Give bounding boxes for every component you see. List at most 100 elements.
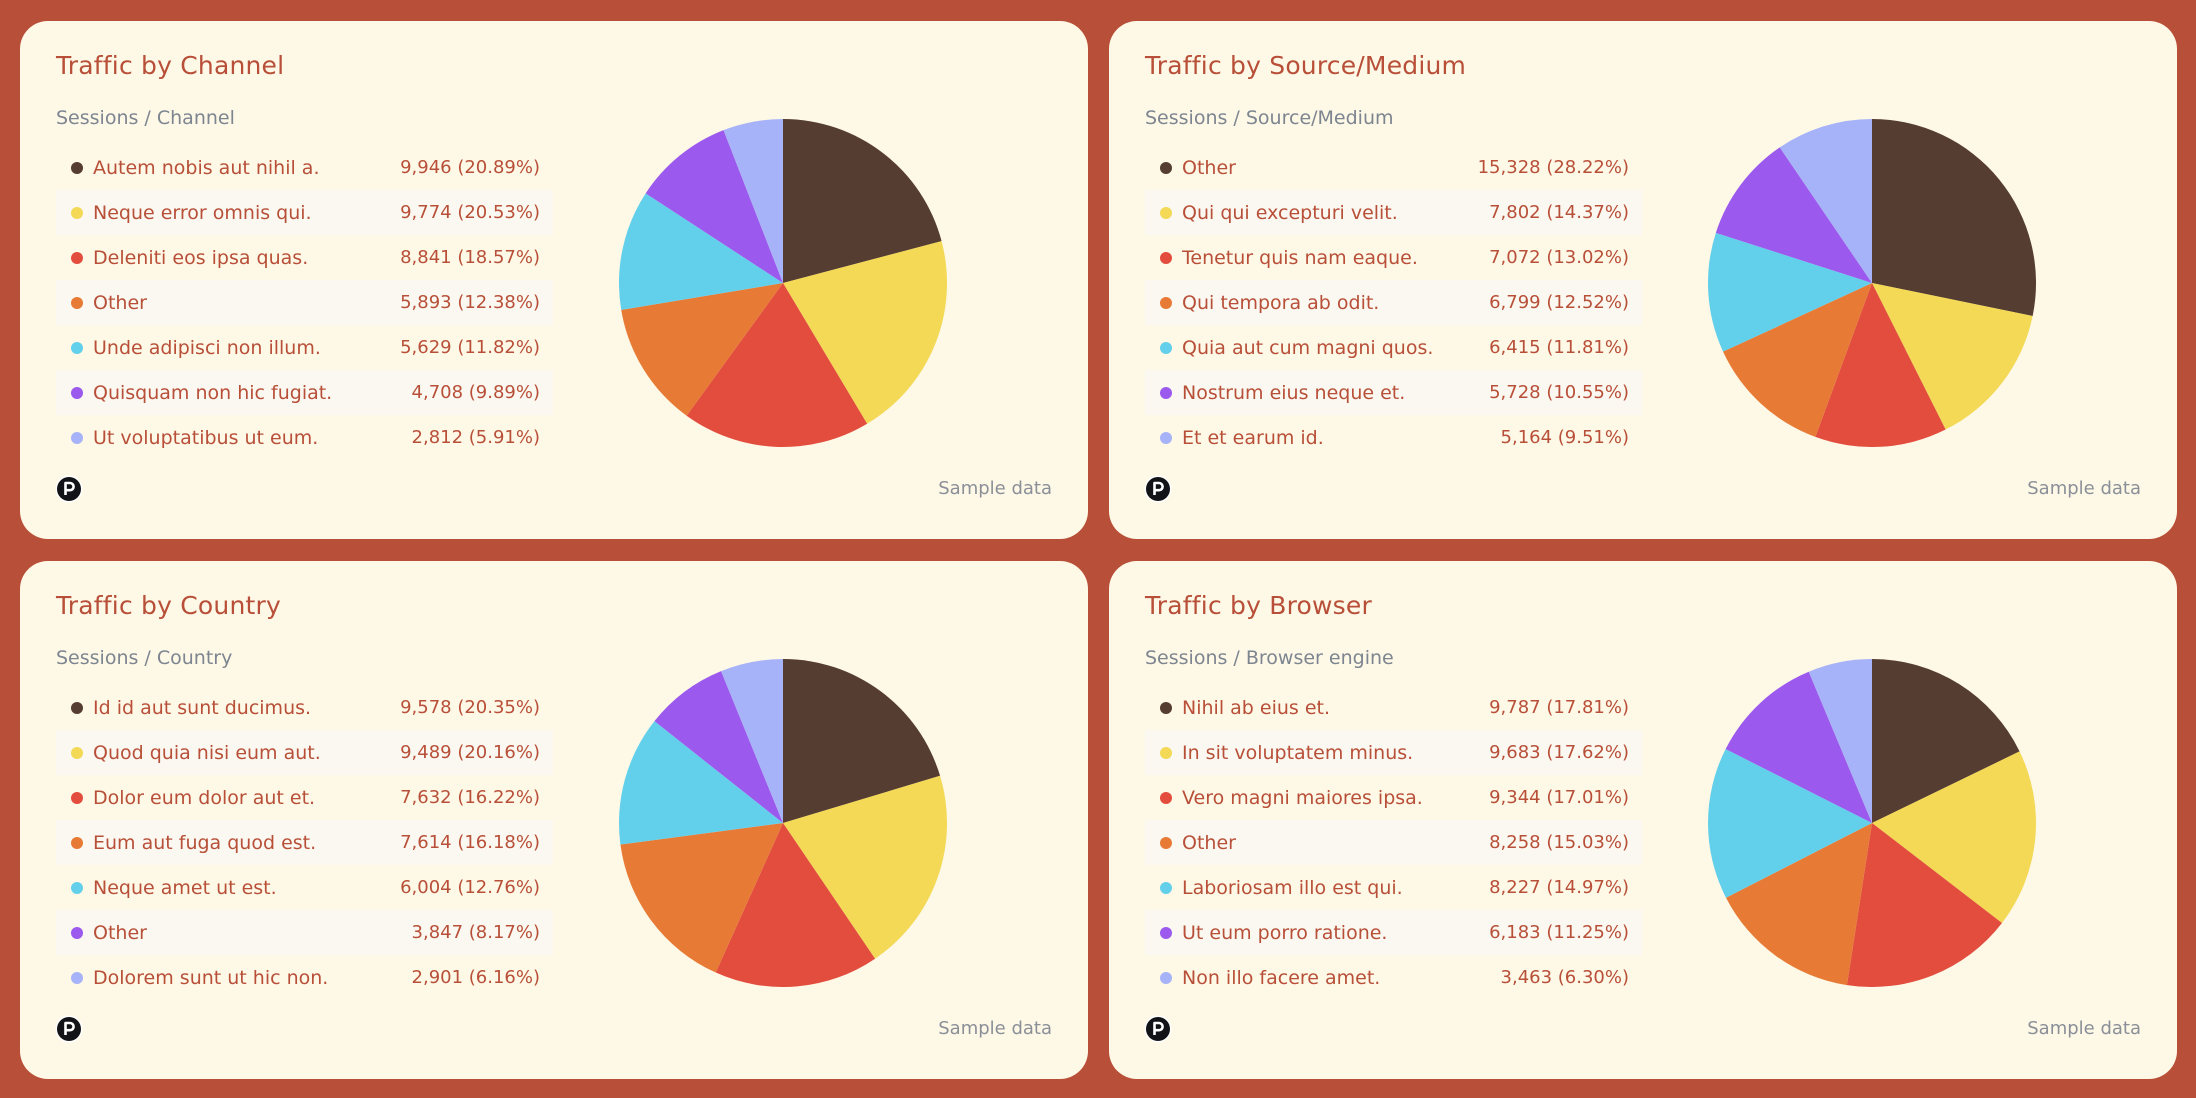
card-title: Traffic by Source/Medium — [1145, 51, 1467, 80]
pie-slice[interactable] — [783, 241, 947, 424]
legend-color-dot-icon — [71, 431, 83, 444]
legend-value: 7,802 (14.37%) — [1489, 202, 1629, 223]
legend-row[interactable]: Other 3,847 (8.17%) — [56, 910, 553, 955]
legend-value: 9,787 (17.81%) — [1489, 697, 1629, 718]
pie-slice[interactable] — [1872, 659, 2020, 823]
card-title: Traffic by Browser — [1145, 591, 1372, 620]
legend-value: 5,164 (9.51%) — [1500, 427, 1629, 448]
legend-label: Quod quia nisi eum aut. — [93, 741, 321, 764]
legend-row[interactable]: Other 15,328 (28.22%) — [1145, 145, 1642, 190]
legend-row[interactable]: Qui qui excepturi velit. 7,802 (14.37%) — [1145, 190, 1642, 235]
legend-row[interactable]: Nostrum eius neque et. 5,728 (10.55%) — [1145, 370, 1642, 415]
pie-slice[interactable] — [783, 775, 947, 959]
card-subtitle: Sessions / Country — [56, 647, 233, 669]
legend-table: Other 15,328 (28.22%) Qui qui excepturi … — [1145, 145, 1642, 460]
legend-value: 5,728 (10.55%) — [1489, 382, 1629, 403]
legend-label: Dolor eum dolor aut et. — [93, 786, 316, 809]
pie-slice[interactable] — [1708, 749, 1872, 898]
pie-slice[interactable] — [1715, 147, 1872, 283]
sample-data-note: Sample data — [938, 1018, 1052, 1039]
pie-slice[interactable] — [1723, 283, 1872, 437]
legend-label: Nihil ab eius et. — [1182, 696, 1331, 719]
legend-table: Nihil ab eius et. 9,787 (17.81%) In sit … — [1145, 685, 1642, 1000]
pie-slice[interactable] — [619, 193, 783, 310]
legend-row[interactable]: Eum aut fuga quod est. 7,614 (16.18%) — [56, 820, 553, 865]
legend-value: 9,489 (20.16%) — [400, 742, 540, 763]
card-subtitle: Sessions / Browser engine — [1145, 647, 1394, 669]
legend-row[interactable]: Non illo facere amet. 3,463 (6.30%) — [1145, 955, 1642, 1000]
card-traffic-by-browser: Traffic by Browser Sessions / Browser eng… — [1109, 561, 2177, 1079]
p-logo-icon[interactable] — [1144, 1015, 1172, 1043]
legend-value: 5,629 (11.82%) — [400, 337, 540, 358]
pie-slice[interactable] — [645, 130, 783, 283]
legend-label: Non illo facere amet. — [1182, 966, 1381, 989]
legend-color-dot-icon — [1160, 341, 1172, 354]
pie-slice[interactable] — [1725, 671, 1872, 823]
pie-slice[interactable] — [1872, 751, 2036, 923]
pie-slice[interactable] — [1846, 823, 2002, 987]
legend-row[interactable]: Ut eum porro ratione. 6,183 (11.25%) — [1145, 910, 1642, 955]
legend-value: 3,847 (8.17%) — [411, 922, 540, 943]
legend-value: 2,901 (6.16%) — [411, 967, 540, 988]
pie-slice[interactable] — [783, 659, 941, 823]
legend-row[interactable]: Neque error omnis qui. 9,774 (20.53%) — [56, 190, 553, 235]
pie-slice[interactable] — [621, 283, 783, 416]
p-logo-icon[interactable] — [55, 1015, 83, 1043]
legend-row[interactable]: In sit voluptatem minus. 9,683 (17.62%) — [1145, 730, 1642, 775]
legend-row[interactable]: Nihil ab eius et. 9,787 (17.81%) — [1145, 685, 1642, 730]
legend-table: Autem nobis aut nihil a. 9,946 (20.89%) … — [56, 145, 553, 460]
legend-row[interactable]: Quia aut cum magni quos. 6,415 (11.81%) — [1145, 325, 1642, 370]
legend-row[interactable]: Ut voluptatibus ut eum. 2,812 (5.91%) — [56, 415, 553, 460]
legend-row[interactable]: Laboriosam illo est qui. 8,227 (14.97%) — [1145, 865, 1642, 910]
legend-row[interactable]: Tenetur quis nam eaque. 7,072 (13.02%) — [1145, 235, 1642, 280]
legend-color-dot-icon — [1160, 386, 1172, 399]
card-traffic-by-source-medium: Traffic by Source/Medium Sessions / Sourc… — [1109, 21, 2177, 539]
pie-slice[interactable] — [1815, 283, 1946, 447]
legend-row[interactable]: Other 8,258 (15.03%) — [1145, 820, 1642, 865]
legend-label: Other — [93, 291, 147, 314]
pie-slice[interactable] — [1808, 659, 1872, 823]
legend-value: 9,946 (20.89%) — [400, 157, 540, 178]
pie-slice[interactable] — [1872, 119, 2036, 316]
pie-slice[interactable] — [1872, 283, 2033, 430]
legend-row[interactable]: Deleniti eos ipsa quas. 8,841 (18.57%) — [56, 235, 553, 280]
pie-slice[interactable] — [620, 823, 783, 973]
legend-row[interactable]: Quod quia nisi eum aut. 9,489 (20.16%) — [56, 730, 553, 775]
pie-slice[interactable] — [1779, 119, 1872, 283]
legend-row[interactable]: Dolorem sunt ut hic non. 2,901 (6.16%) — [56, 955, 553, 1000]
legend-row[interactable]: Vero magni maiores ipsa. 9,344 (17.01%) — [1145, 775, 1642, 820]
legend-row[interactable]: Dolor eum dolor aut et. 7,632 (16.22%) — [56, 775, 553, 820]
legend-row[interactable]: Id id aut sunt ducimus. 9,578 (20.35%) — [56, 685, 553, 730]
pie-slice[interactable] — [783, 119, 942, 283]
pie-slice[interactable] — [1726, 823, 1872, 986]
p-logo-icon[interactable] — [1144, 475, 1172, 503]
legend-label: Quisquam non hic fugiat. — [93, 381, 333, 404]
card-title: Traffic by Channel — [56, 51, 285, 80]
legend-color-dot-icon — [1160, 251, 1172, 264]
pie-slice[interactable] — [721, 659, 783, 823]
pie-slice[interactable] — [686, 283, 868, 447]
legend-label: Neque amet ut est. — [93, 876, 277, 899]
card-title: Traffic by Country — [56, 591, 281, 620]
legend-row[interactable]: Unde adipisci non illum. 5,629 (11.82%) — [56, 325, 553, 370]
legend-color-dot-icon — [71, 836, 83, 849]
legend-value: 3,463 (6.30%) — [1500, 967, 1629, 988]
legend-row[interactable]: Et et earum id. 5,164 (9.51%) — [1145, 415, 1642, 460]
pie-slice[interactable] — [723, 119, 783, 283]
legend-row[interactable]: Autem nobis aut nihil a. 9,946 (20.89%) — [56, 145, 553, 190]
p-logo-icon[interactable] — [55, 475, 83, 503]
legend-row[interactable]: Other 5,893 (12.38%) — [56, 280, 553, 325]
pie-slice[interactable] — [619, 721, 783, 845]
card-subtitle: Sessions / Source/Medium — [1145, 107, 1394, 129]
legend-color-dot-icon — [1160, 206, 1172, 219]
legend-row[interactable]: Quisquam non hic fugiat. 4,708 (9.89%) — [56, 370, 553, 415]
pie-slice[interactable] — [654, 671, 783, 823]
legend-row[interactable]: Qui tempora ab odit. 6,799 (12.52%) — [1145, 280, 1642, 325]
pie-slice[interactable] — [1708, 232, 1872, 352]
legend-color-dot-icon — [1160, 161, 1172, 174]
legend-value: 8,841 (18.57%) — [400, 247, 540, 268]
card-subtitle: Sessions / Channel — [56, 107, 235, 129]
legend-row[interactable]: Neque amet ut est. 6,004 (12.76%) — [56, 865, 553, 910]
legend-color-dot-icon — [71, 926, 83, 939]
pie-slice[interactable] — [715, 823, 876, 987]
